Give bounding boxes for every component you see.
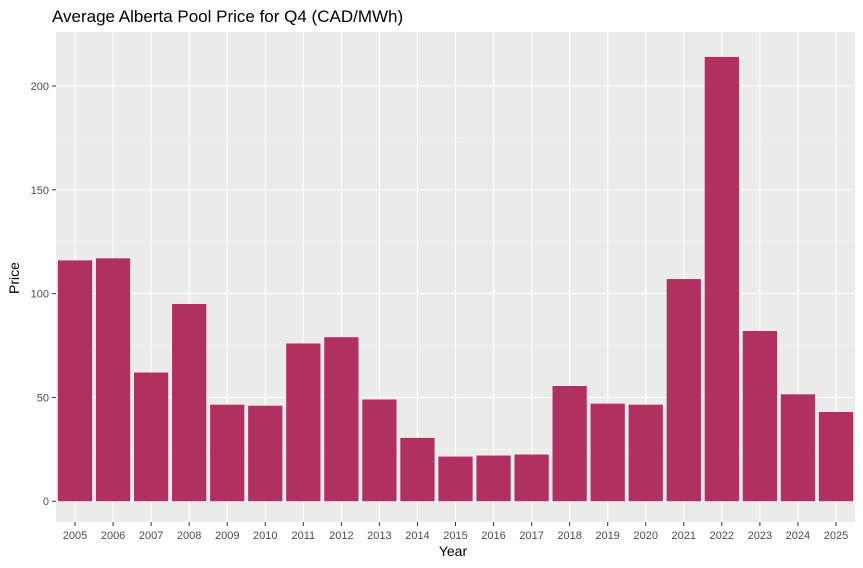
bar-2006 <box>95 258 131 502</box>
x-tick-label: 2023 <box>748 530 772 542</box>
x-tick-label: 2012 <box>329 530 353 542</box>
y-axis-title: Price <box>6 262 22 294</box>
bar-2019 <box>590 403 625 502</box>
x-tick-label: 2020 <box>633 530 657 542</box>
bar-2015 <box>438 456 473 502</box>
x-tick-label: 2019 <box>595 530 619 542</box>
bar-2005 <box>57 260 93 502</box>
bar-2017 <box>514 454 549 502</box>
y-tick-label: 0 <box>43 496 49 508</box>
x-tick-label: 2021 <box>672 530 696 542</box>
bar-2012 <box>324 337 359 502</box>
x-tick-label: 2016 <box>481 530 505 542</box>
x-tick-label: 2005 <box>63 530 87 542</box>
bar-2007 <box>133 372 169 502</box>
x-tick-label: 2009 <box>215 530 239 542</box>
bar-2022 <box>704 56 739 502</box>
x-tick-label: 2022 <box>710 530 734 542</box>
bar-2008 <box>172 303 207 502</box>
x-tick-label: 2025 <box>824 530 848 542</box>
bar-2020 <box>628 404 663 502</box>
bar-2016 <box>476 455 511 502</box>
bar-2010 <box>248 405 283 502</box>
chart-title: Average Alberta Pool Price for Q4 (CAD/M… <box>52 7 403 26</box>
x-tick-label: 2015 <box>443 530 467 542</box>
bars <box>57 56 854 502</box>
x-tick-label: 2006 <box>101 530 125 542</box>
bar-2024 <box>780 394 816 502</box>
y-tick-label: 50 <box>37 392 49 404</box>
y-tick-label: 100 <box>31 289 49 301</box>
bar-2011 <box>286 343 321 502</box>
bar-2013 <box>362 399 397 502</box>
x-tick-label: 2013 <box>367 530 391 542</box>
x-tick-label: 2008 <box>177 530 201 542</box>
bar-2014 <box>400 437 435 502</box>
x-tick-label: 2011 <box>291 530 315 542</box>
x-tick-label: 2017 <box>519 530 543 542</box>
x-axis: 2005 2006 2007 2008 2009 2010 2011 2012 2013 2014… <box>63 522 848 542</box>
x-tick-label: 2014 <box>405 530 429 542</box>
y-tick-label: 200 <box>31 81 49 93</box>
bar-2025 <box>818 411 854 502</box>
x-tick-label: 2010 <box>253 530 277 542</box>
x-axis-title: Year <box>439 543 468 559</box>
x-tick-label: 2018 <box>557 530 581 542</box>
bar-2023 <box>742 330 778 502</box>
x-tick-label: 2024 <box>786 530 810 542</box>
bar-2009 <box>210 404 245 502</box>
bar-2021 <box>666 279 701 502</box>
y-axis: 0 50 100 150 200 <box>31 81 56 508</box>
x-tick-label: 2007 <box>139 530 163 542</box>
bar-2018 <box>552 386 587 502</box>
y-tick-label: 150 <box>31 185 49 197</box>
